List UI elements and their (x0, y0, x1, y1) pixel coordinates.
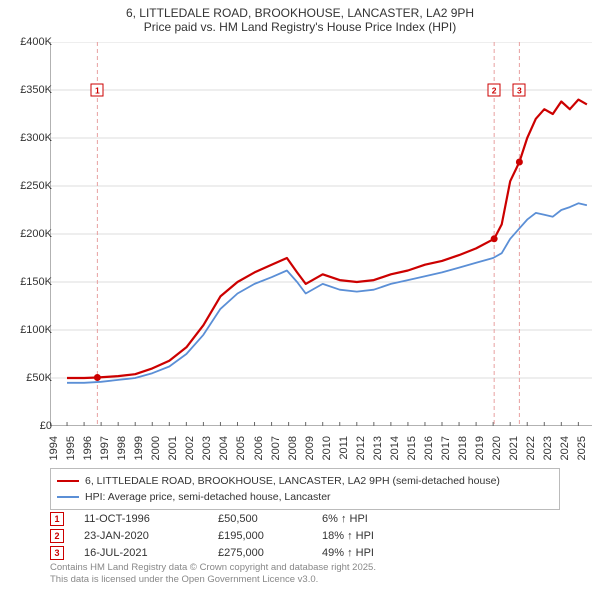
sale-date: 11-OCT-1996 (84, 513, 214, 525)
x-tick-label: 2024 (559, 436, 571, 460)
y-tick-label: £350K (20, 84, 52, 96)
x-tick-label: 2006 (253, 436, 265, 460)
chart-area: 1 23 (50, 42, 592, 426)
x-tick-label: 1994 (48, 436, 60, 460)
x-tick-label: 2001 (167, 436, 179, 460)
legend-label: HPI: Average price, semi-detached house,… (85, 491, 331, 503)
sales-table: 1 11-OCT-1996 £50,500 6% ↑ HPI 2 23-JAN-… (50, 510, 560, 561)
y-tick-label: £250K (20, 180, 52, 192)
sale-price: £50,500 (218, 513, 318, 525)
x-tick-label: 2020 (491, 436, 503, 460)
legend-label: 6, LITTLEDALE ROAD, BROOKHOUSE, LANCASTE… (85, 475, 500, 487)
x-tick-label: 2004 (218, 436, 230, 460)
y-tick-label: £400K (20, 36, 52, 48)
legend-item-hpi: HPI: Average price, semi-detached house,… (57, 489, 553, 505)
legend-item-property: 6, LITTLEDALE ROAD, BROOKHOUSE, LANCASTE… (57, 473, 553, 489)
x-tick-label: 2000 (150, 436, 162, 460)
x-tick-label: 2019 (474, 436, 486, 460)
x-tick-label: 1998 (116, 436, 128, 460)
y-tick-label: £100K (20, 324, 52, 336)
legend-swatch (57, 480, 79, 482)
x-tick-label: 2003 (201, 436, 213, 460)
x-tick-label: 2017 (440, 436, 452, 460)
sale-hpi: 49% ↑ HPI (322, 547, 442, 559)
x-tick-label: 2009 (304, 436, 316, 460)
sale-badge: 3 (50, 546, 64, 560)
x-tick-label: 2018 (457, 436, 469, 460)
sale-row: 3 16-JUL-2021 £275,000 49% ↑ HPI (50, 544, 560, 561)
sale-row: 1 11-OCT-1996 £50,500 6% ↑ HPI (50, 510, 560, 527)
x-tick-label: 2012 (355, 436, 367, 460)
x-tick-label: 2015 (406, 436, 418, 460)
x-tick-label: 2011 (338, 436, 350, 460)
sale-hpi: 6% ↑ HPI (322, 513, 442, 525)
x-tick-label: 1995 (65, 436, 77, 460)
x-tick-label: 2010 (321, 436, 333, 460)
x-tick-label: 1999 (133, 436, 145, 460)
y-tick-label: £300K (20, 132, 52, 144)
sale-row: 2 23-JAN-2020 £195,000 18% ↑ HPI (50, 527, 560, 544)
y-tick-label: £0 (40, 420, 52, 432)
footer: Contains HM Land Registry data © Crown c… (50, 562, 376, 586)
x-tick-label: 1996 (82, 436, 94, 460)
x-tick-label: 2005 (235, 436, 247, 460)
x-tick-label: 1997 (99, 436, 111, 460)
y-tick-label: £50K (26, 372, 52, 384)
x-tick-label: 2013 (372, 436, 384, 460)
sale-badge: 2 (50, 529, 64, 543)
x-tick-label: 2023 (542, 436, 554, 460)
sale-badge: 1 (50, 512, 64, 526)
x-tick-label: 2002 (184, 436, 196, 460)
sale-date: 16-JUL-2021 (84, 547, 214, 559)
chart-title: 6, LITTLEDALE ROAD, BROOKHOUSE, LANCASTE… (0, 0, 600, 36)
y-tick-label: £150K (20, 276, 52, 288)
chart-sale-badge: 1 (91, 84, 104, 97)
sale-price: £195,000 (218, 530, 318, 542)
x-tick-label: 2021 (508, 436, 520, 460)
sale-hpi: 18% ↑ HPI (322, 530, 442, 542)
title-line2: Price paid vs. HM Land Registry's House … (10, 20, 590, 34)
legend-swatch (57, 496, 79, 498)
legend: 6, LITTLEDALE ROAD, BROOKHOUSE, LANCASTE… (50, 468, 560, 510)
sale-date: 23-JAN-2020 (84, 530, 214, 542)
title-line1: 6, LITTLEDALE ROAD, BROOKHOUSE, LANCASTE… (10, 6, 590, 20)
chart-sale-badge: 2 (488, 84, 501, 97)
x-tick-label: 2007 (270, 436, 282, 460)
y-tick-label: £200K (20, 228, 52, 240)
x-tick-label: 2025 (576, 436, 588, 460)
sale-price: £275,000 (218, 547, 318, 559)
x-tick-label: 2014 (389, 436, 401, 460)
chart-sale-badge: 3 (513, 84, 526, 97)
footer-line2: This data is licensed under the Open Gov… (50, 574, 376, 586)
footer-line1: Contains HM Land Registry data © Crown c… (50, 562, 376, 574)
x-tick-label: 2016 (423, 436, 435, 460)
x-tick-label: 2022 (525, 436, 537, 460)
chart-svg (50, 42, 592, 426)
x-tick-label: 2008 (287, 436, 299, 460)
